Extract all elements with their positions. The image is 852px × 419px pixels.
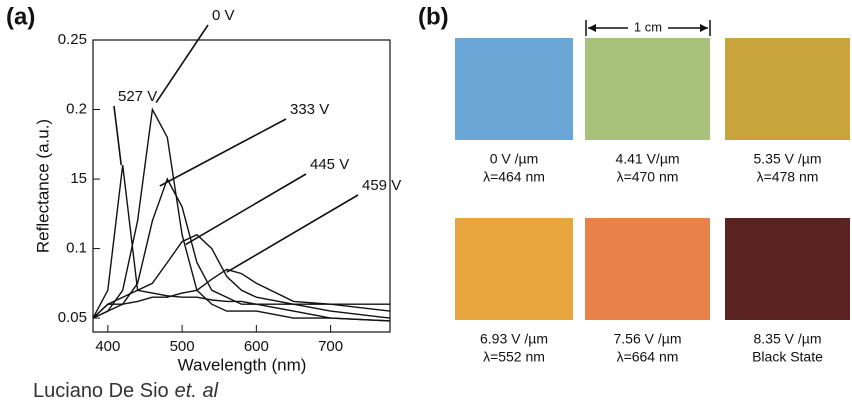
color-swatch bbox=[725, 38, 850, 140]
color-swatch bbox=[455, 218, 573, 320]
y-tick-label: 0.05 bbox=[58, 309, 87, 326]
swatch-field: 8.35 V /µm bbox=[754, 331, 822, 347]
y-tick-label: 0.25 bbox=[58, 31, 87, 48]
swatch-field: 0 V /µm bbox=[490, 151, 539, 167]
x-tick-label: 600 bbox=[244, 338, 269, 355]
series-label: 0 V bbox=[212, 7, 235, 24]
series-label: 527 V bbox=[118, 88, 157, 105]
swatch-wavelength: λ=664 nm bbox=[617, 349, 679, 365]
swatch-field: 6.93 V /µm bbox=[480, 331, 548, 347]
x-tick-label: 700 bbox=[318, 338, 343, 355]
leader-line bbox=[226, 194, 359, 273]
y-tick-label: 0.2 bbox=[66, 100, 87, 117]
swatch-wavelength: Black State bbox=[752, 349, 823, 365]
y-tick-label: 0.1 bbox=[66, 240, 87, 257]
series-line bbox=[92, 233, 391, 319]
leader-line bbox=[155, 24, 209, 104]
series-line bbox=[92, 268, 391, 319]
credit-author: Luciano De Sio bbox=[33, 380, 169, 402]
scale-label: 1 cm bbox=[634, 19, 662, 34]
x-tick-label: 500 bbox=[170, 338, 195, 355]
leader-line bbox=[159, 118, 287, 187]
y-tick-label: 15 bbox=[70, 170, 87, 187]
swatch-field: 4.41 V/µm bbox=[615, 151, 679, 167]
series-label: 445 V bbox=[310, 156, 349, 173]
scale-label-bg bbox=[628, 20, 668, 36]
series-line bbox=[92, 165, 390, 319]
panel-label: (a) bbox=[6, 3, 35, 30]
color-swatch bbox=[725, 218, 850, 320]
leader-line bbox=[185, 173, 307, 246]
swatch-wavelength: λ=478 nm bbox=[757, 169, 819, 185]
series-line bbox=[92, 177, 391, 322]
series-label: 459 V bbox=[362, 177, 401, 194]
swatch-wavelength: λ=470 nm bbox=[617, 169, 679, 185]
credit: Luciano De Sio et. al bbox=[33, 380, 219, 402]
x-axis-title: Wavelength (nm) bbox=[178, 355, 307, 374]
leader-line bbox=[113, 105, 123, 166]
plot-frame bbox=[92, 39, 391, 333]
swatch-field: 5.35 V /µm bbox=[754, 151, 822, 167]
panel-label: (b) bbox=[418, 3, 449, 30]
color-swatch bbox=[455, 38, 573, 140]
y-axis-title: Reflectance (a.u.) bbox=[33, 119, 52, 253]
series-label: 333 V bbox=[290, 101, 329, 118]
credit-etal: et. al bbox=[175, 380, 219, 402]
x-tick-label: 400 bbox=[95, 338, 120, 355]
swatch-wavelength: λ=552 nm bbox=[483, 349, 545, 365]
swatch-wavelength: λ=464 nm bbox=[483, 169, 545, 185]
color-swatch bbox=[585, 218, 710, 320]
color-swatch bbox=[585, 38, 710, 140]
swatch-field: 7.56 V /µm bbox=[614, 331, 682, 347]
